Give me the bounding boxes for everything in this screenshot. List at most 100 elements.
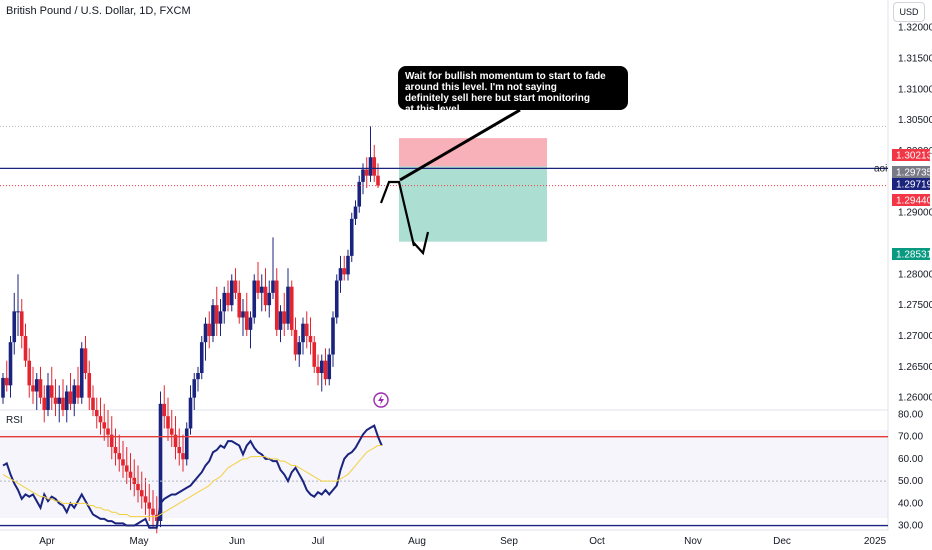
candle <box>271 237 275 300</box>
projection-arrow <box>379 180 416 247</box>
time-tick-label: May <box>130 536 149 547</box>
candle <box>274 268 279 337</box>
price-tick-label: 1.27000 <box>898 331 932 342</box>
candle <box>87 360 92 410</box>
candle <box>226 280 230 312</box>
time-axis: Apr May Jun Jul Aug Sep Oct Nov Dec 2025 <box>39 536 886 547</box>
candle <box>214 286 219 337</box>
candle <box>173 416 178 460</box>
candle <box>331 311 335 367</box>
candle <box>346 249 350 281</box>
price-tag-tp-top: 1.30213 <box>892 149 932 162</box>
rsi-tick-label: 60.00 <box>898 454 923 465</box>
svg-text:1.29719: 1.29719 <box>896 180 932 191</box>
rsi-tick-label: 50.00 <box>898 476 923 487</box>
candle <box>132 459 137 497</box>
candle <box>372 144 377 182</box>
time-tick-label: Aug <box>408 536 426 547</box>
time-tick-label: Jul <box>312 536 325 547</box>
svg-text:1.29440: 1.29440 <box>896 196 932 207</box>
svg-text:1.28531: 1.28531 <box>896 250 932 261</box>
candle <box>353 200 358 226</box>
rsi-pane: 80.00 70.00 60.00 50.00 40.00 30.00 <box>0 409 923 532</box>
candle <box>19 299 24 349</box>
currency-button[interactable]: USD <box>893 2 925 22</box>
candle <box>278 305 283 343</box>
candle <box>4 360 9 392</box>
candle <box>177 428 182 466</box>
candle <box>241 299 245 337</box>
price-tick-label: 1.31000 <box>898 84 932 95</box>
price-tick-label: 1.27500 <box>898 300 932 311</box>
bolt-icon[interactable] <box>373 392 389 408</box>
candle <box>117 434 122 472</box>
price-tick-label: 1.30500 <box>898 115 932 126</box>
candle <box>68 373 73 410</box>
candle <box>199 336 204 380</box>
candle <box>124 446 129 484</box>
candle <box>46 373 50 417</box>
rsi-tick-label: 70.00 <box>898 432 923 443</box>
time-tick-label: Sep <box>500 536 518 547</box>
candle <box>203 317 208 361</box>
candle <box>151 490 155 528</box>
candle <box>259 274 264 312</box>
price-tag-last: 1.29735 <box>892 166 932 179</box>
candle <box>282 292 287 337</box>
candle <box>12 292 17 355</box>
candle <box>248 311 253 349</box>
candle <box>364 157 369 189</box>
trade-position-tool[interactable] <box>399 138 547 242</box>
candle <box>319 354 324 392</box>
annotation-text: Wait for bullish momentum to start to fa… <box>405 71 606 115</box>
candle <box>147 483 152 521</box>
candle <box>79 342 84 404</box>
candle <box>42 385 47 423</box>
candle <box>49 366 54 410</box>
time-tick-label: Jun <box>229 536 245 547</box>
candle <box>106 410 110 447</box>
candle <box>297 336 302 367</box>
candle <box>357 175 362 213</box>
candle <box>98 397 103 435</box>
candle <box>218 299 223 337</box>
candle <box>334 274 339 324</box>
svg-text:1.29735: 1.29735 <box>896 168 932 179</box>
candle <box>139 471 144 509</box>
arrow-head <box>412 231 430 256</box>
callout-pointer <box>399 108 521 182</box>
price-tick-label: 1.26000 <box>898 393 932 404</box>
candle <box>61 379 65 417</box>
candle <box>23 323 28 367</box>
annotation-callout[interactable]: Wait for bullish momentum to start to fa… <box>398 66 628 182</box>
rsi-tick-label: 30.00 <box>898 521 923 532</box>
price-tick-label: 1.31500 <box>898 54 932 65</box>
candle <box>72 379 77 417</box>
price-tag-target: 1.28531 <box>892 248 932 261</box>
candle <box>207 311 212 349</box>
candle <box>109 416 114 460</box>
target-zone <box>399 166 547 242</box>
rsi-tick-label: 40.00 <box>898 498 923 509</box>
candle <box>121 440 125 478</box>
candle <box>91 385 95 417</box>
candle <box>323 348 328 386</box>
candle <box>293 317 298 361</box>
candle <box>136 465 140 503</box>
candles <box>1 126 380 534</box>
candle <box>57 385 62 423</box>
time-tick-label: Oct <box>589 536 605 547</box>
rsi-tick-label: 80.00 <box>898 409 923 420</box>
rsi-band <box>0 430 888 518</box>
candle <box>237 280 242 324</box>
candle <box>8 336 13 398</box>
rsi-label: RSI <box>6 415 23 426</box>
candle <box>181 434 185 472</box>
candle <box>327 348 332 386</box>
rsi-ma-line <box>2 445 382 518</box>
candle <box>196 366 200 392</box>
candle <box>338 255 343 293</box>
candle <box>222 286 227 324</box>
